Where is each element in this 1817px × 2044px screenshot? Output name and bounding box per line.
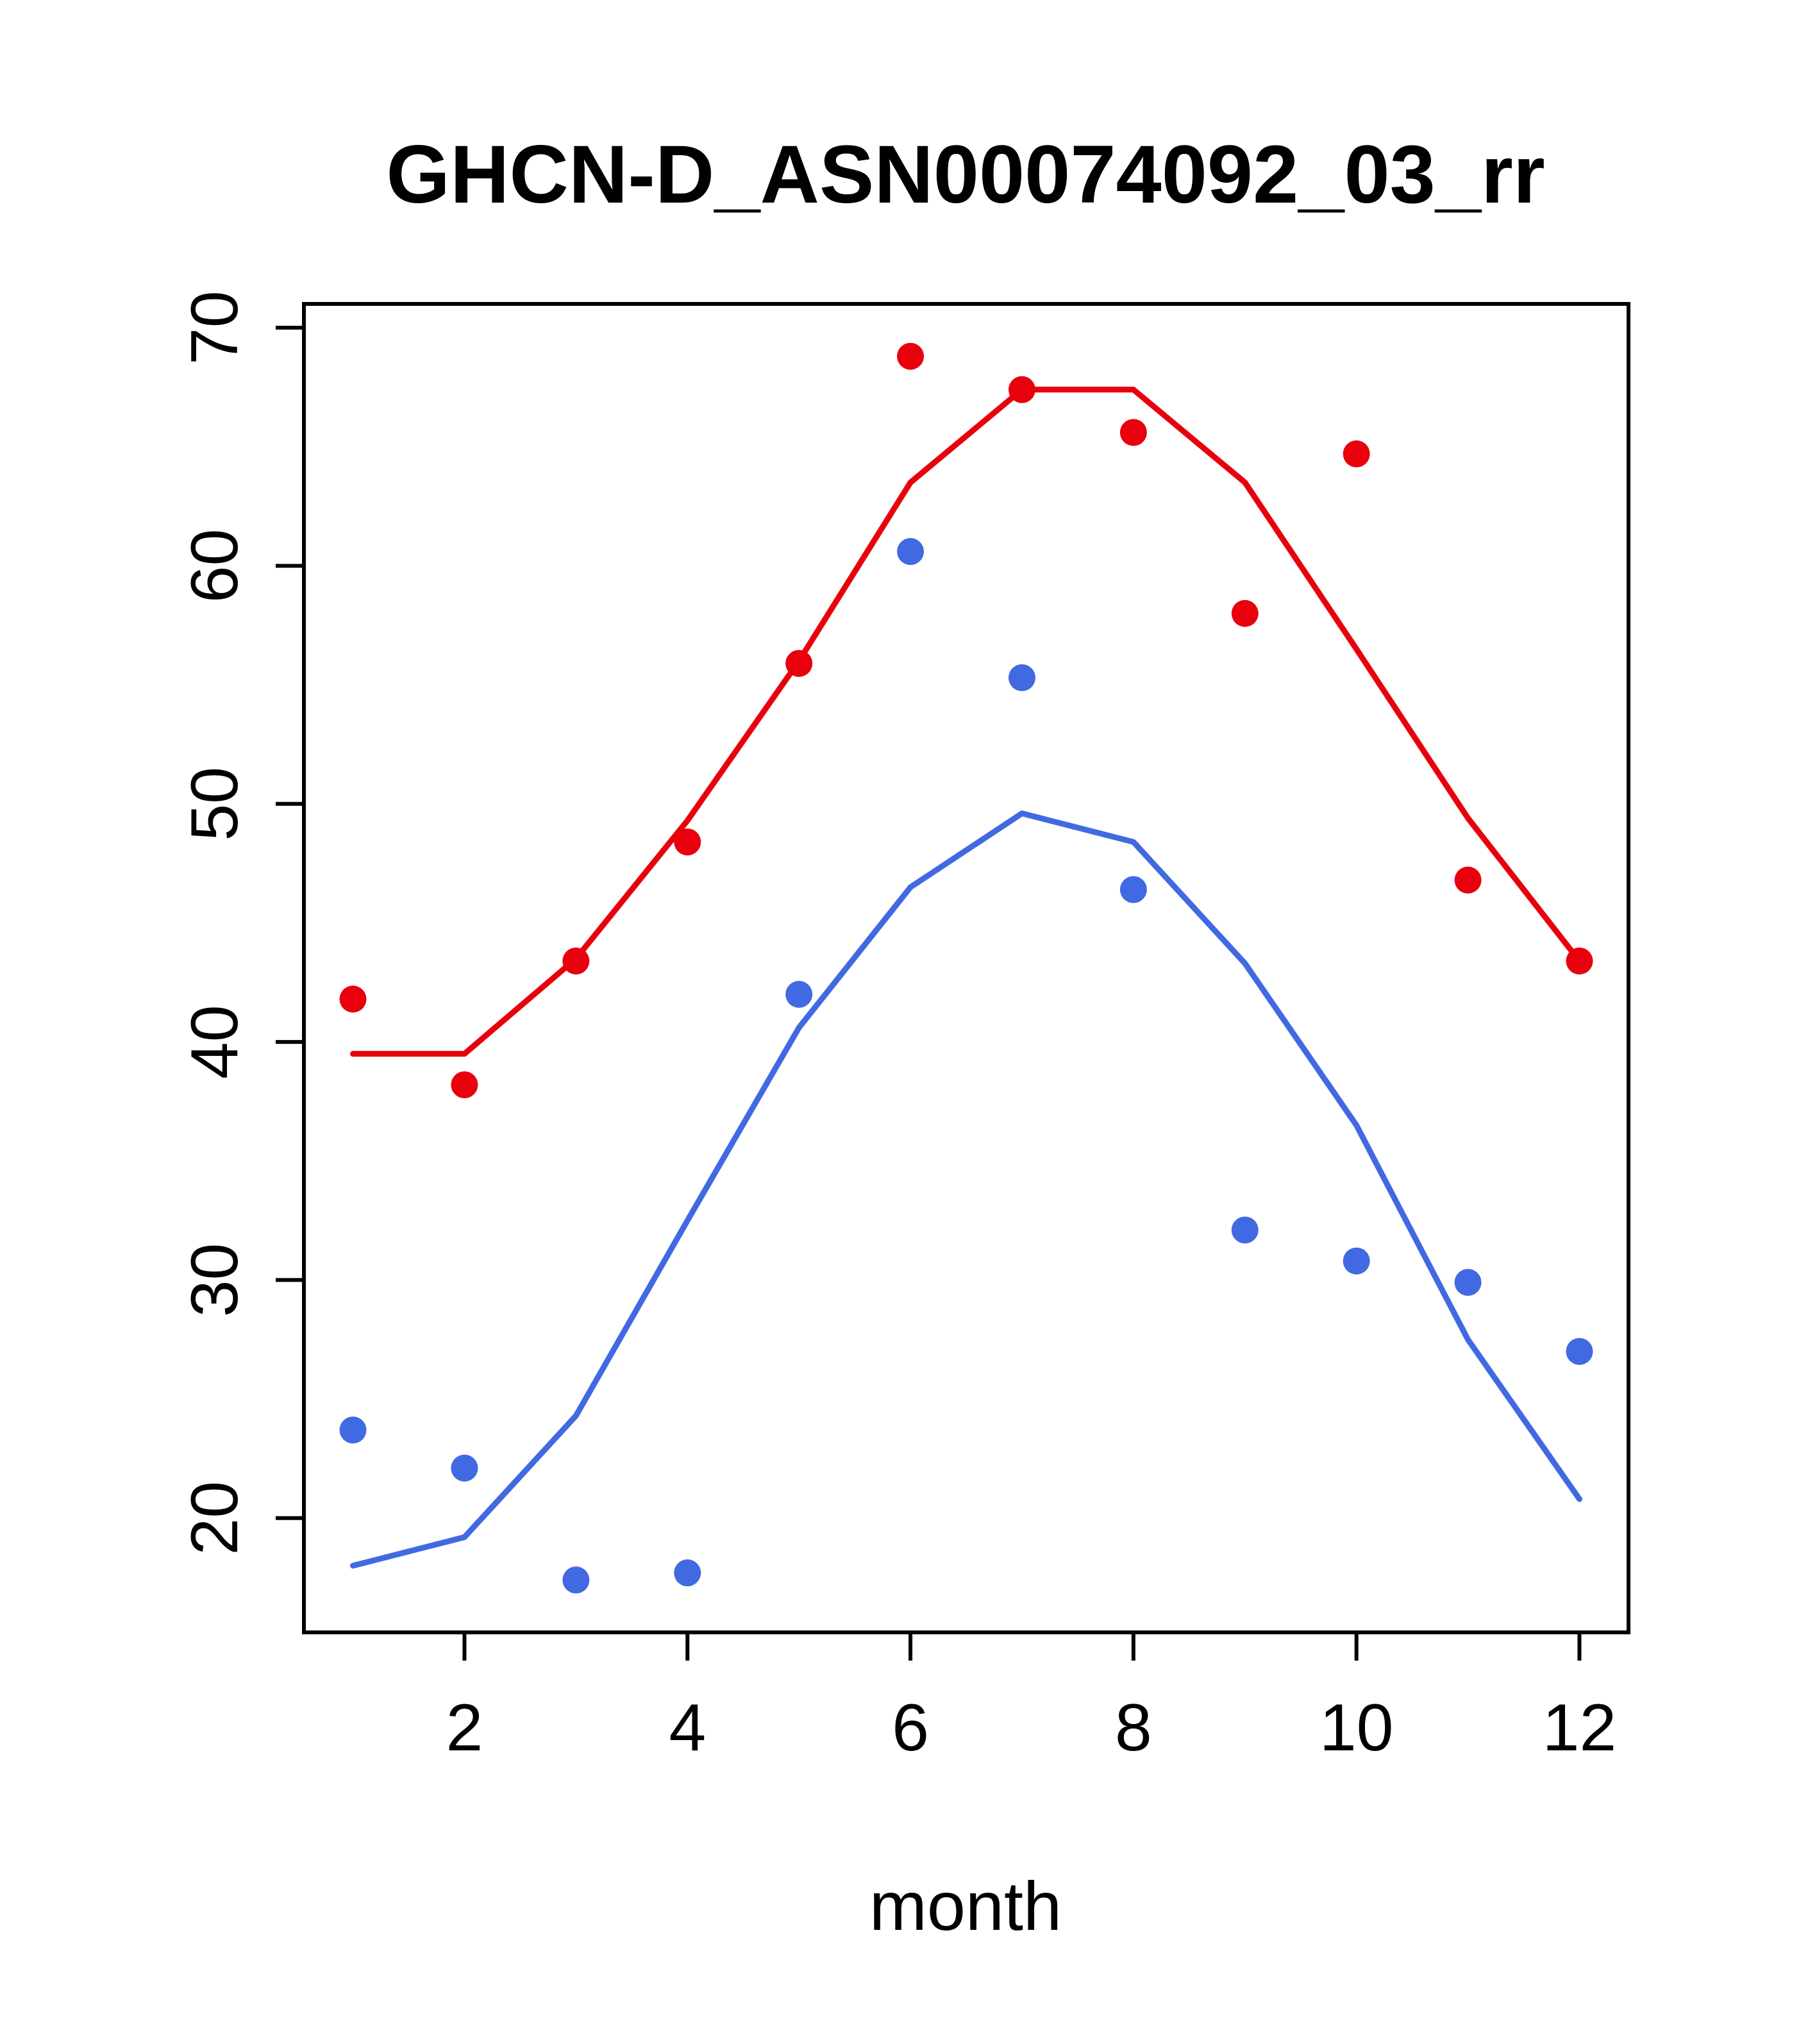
y-tick-label: 60 [178,529,252,603]
x-tick-label: 8 [1115,1691,1152,1765]
blue-points-marker [1566,1337,1593,1365]
blue-points-marker [1008,664,1035,691]
red-points-marker [897,342,925,370]
blue-points-marker [562,1566,590,1594]
blue-points [339,538,1593,1594]
red-points-marker [1454,866,1482,894]
blue-points-marker [451,1454,478,1482]
x-tick-label: 6 [892,1691,929,1765]
blue-line [350,810,1582,1569]
chart-title: GHCN-D_ASN00074092_03_rr [386,129,1545,221]
y-tick-label: 40 [178,1005,252,1079]
blue-points-marker [897,538,925,565]
y-axis-ticks: 20 30 40 50 60 70 [178,290,304,1555]
blue-points-marker [1454,1269,1482,1296]
series-layer [339,342,1593,1594]
blue-points-marker [1119,876,1147,903]
plot-border [302,302,1630,1634]
x-axis-label: month [869,1867,1062,1945]
y-tick-label: 30 [178,1243,252,1318]
red-points-marker [339,985,367,1013]
blue-points-marker [674,1559,701,1587]
red-points-marker [1231,599,1259,627]
red-points-marker [451,1071,478,1098]
y-tick-label: 20 [178,1481,252,1555]
x-tick-label: 2 [446,1691,483,1765]
y-tick-label: 70 [178,290,252,365]
blue-points-marker [1231,1216,1259,1244]
red-points-marker [674,828,701,856]
y-tick-label: 50 [178,767,252,841]
x-axis-ticks: 2 4 6 8 10 12 [446,1632,1617,1765]
x-tick-label: 12 [1543,1691,1617,1765]
x-tick-label: 10 [1319,1691,1394,1765]
red-points-marker [1119,419,1147,446]
red-line [350,387,1582,1057]
blue-points-marker [785,980,813,1008]
x-tick-label: 4 [669,1691,706,1765]
blue-points-marker [339,1416,367,1444]
red-points-marker [1343,440,1370,467]
blue-points-marker [1343,1247,1370,1275]
